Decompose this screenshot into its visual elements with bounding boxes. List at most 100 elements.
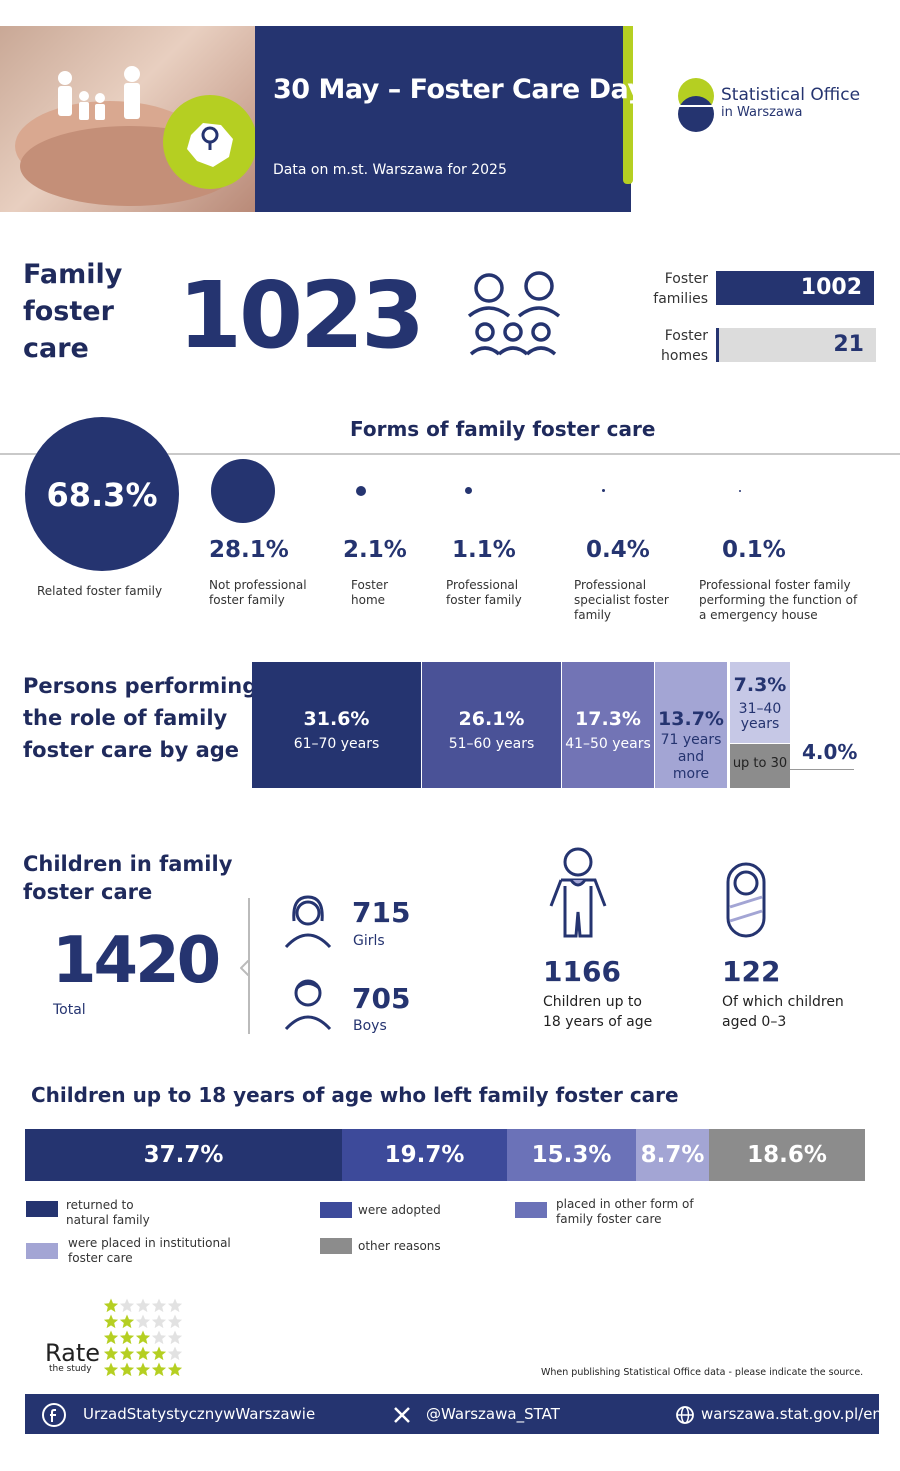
- facebook-link[interactable]: UrzadStatystycznywWarszawie: [83, 1405, 316, 1423]
- girls-label: Girls: [353, 933, 385, 949]
- children-0-3-label: Of which children aged 0–3: [722, 994, 844, 1030]
- infant-icon: [722, 861, 770, 943]
- related-foster-family-pct: 68.3%: [46, 476, 158, 514]
- star-icon: [135, 1346, 151, 1361]
- star-icon: [103, 1298, 119, 1313]
- children-total-label: Total: [53, 1002, 86, 1018]
- star-icon: [135, 1314, 151, 1329]
- legend-other-reasons-label: other reasons: [358, 1239, 441, 1253]
- rate-sub-label: the study: [49, 1364, 92, 1374]
- age-up-to-30-pct: 4.0%: [802, 740, 858, 764]
- star-icon: [167, 1314, 183, 1329]
- source-note: When publishing Statistical Office data …: [541, 1367, 864, 1378]
- star-icon: [151, 1362, 167, 1377]
- girl-icon: [282, 893, 334, 953]
- legend-swatch-adopted: [320, 1202, 352, 1218]
- family-foster-care-heading: Family foster care: [23, 259, 123, 364]
- footer-bar: UrzadStatystycznywWarszawie @Warszawa_ST…: [25, 1394, 887, 1434]
- header-accent-bar: [623, 26, 633, 184]
- statistical-office-logo-icon: [674, 76, 718, 138]
- legend-swatch-other-form: [515, 1202, 547, 1218]
- age-heading: Persons performing the role of family fo…: [23, 674, 258, 762]
- leader-line: [790, 769, 854, 770]
- map-pin-icon: [187, 123, 233, 167]
- legend-returned-label: returned to natural family: [66, 1198, 150, 1227]
- not-professional-circle: [211, 459, 275, 523]
- professional-foster-family-pct: 1.1%: [452, 537, 516, 563]
- foster-home-circle: [356, 486, 366, 496]
- statistical-office-logo: Statistical Office in Warszawa: [721, 85, 861, 120]
- star-icon: [151, 1346, 167, 1361]
- related-foster-family-circle: [25, 417, 179, 571]
- left-care-segment: 37.7%: [25, 1129, 342, 1181]
- emergency-house-pct: 0.1%: [722, 537, 786, 563]
- star-icon: [119, 1314, 135, 1329]
- children-up-to-18-label: Children up to 18 years of age: [543, 994, 653, 1030]
- star-icon: [119, 1330, 135, 1345]
- divider: [248, 898, 250, 1034]
- family-foster-care-total: 1023: [178, 262, 425, 369]
- related-foster-family-label: Related foster family: [37, 584, 163, 598]
- foster-homes-bar: 21: [716, 328, 876, 362]
- star-icon: [167, 1330, 183, 1345]
- star-icon: [151, 1298, 167, 1313]
- star-icon: [167, 1298, 183, 1313]
- foster-families-label: Foster families: [653, 271, 708, 307]
- header-band: [255, 26, 631, 212]
- legend-swatch-institutional: [26, 1243, 58, 1259]
- girls-count: 715: [352, 896, 411, 929]
- boys-count: 705: [352, 982, 411, 1015]
- children-total: 1420: [52, 924, 221, 998]
- globe-icon[interactable]: [675, 1405, 695, 1425]
- professional-foster-family-label: Professional foster family: [446, 578, 522, 607]
- star-icon: [119, 1346, 135, 1361]
- age-block-71-plus: 13.7% 71 years and more: [655, 662, 727, 788]
- star-icon: [119, 1298, 135, 1313]
- legend-adopted-label: were adopted: [358, 1203, 441, 1217]
- foster-home-pct: 2.1%: [343, 537, 407, 563]
- legend-swatch-other-reasons: [320, 1238, 352, 1254]
- page-subtitle: Data on m.st. Warszawa for 2025: [273, 162, 507, 178]
- star-icon: [135, 1298, 151, 1313]
- children-up-to-18-count: 1166: [543, 955, 621, 988]
- divider: [0, 453, 900, 455]
- not-professional-pct: 28.1%: [209, 537, 289, 563]
- foster-families-bar: 1002: [716, 271, 874, 305]
- children-0-3-count: 122: [722, 955, 781, 988]
- legend-swatch-returned: [26, 1201, 58, 1217]
- star-icon: [119, 1362, 135, 1377]
- x-icon[interactable]: [393, 1406, 411, 1424]
- rate-stars-icon[interactable]: [103, 1298, 187, 1384]
- left-care-segment: 8.7%: [636, 1129, 709, 1181]
- specialist-foster-family-circle: [602, 489, 605, 492]
- family-icon: [463, 270, 565, 362]
- age-block-61-70: 31.6% 61–70 years: [252, 662, 421, 788]
- forms-heading: Forms of family foster care: [350, 417, 656, 441]
- star-icon: [135, 1362, 151, 1377]
- star-icon: [103, 1362, 119, 1377]
- boys-label: Boys: [353, 1018, 387, 1034]
- left-care-segment: 19.7%: [342, 1129, 507, 1181]
- age-block-31-40: 7.3% 31–40 years: [730, 662, 790, 743]
- child-icon: [543, 846, 613, 944]
- star-icon: [151, 1314, 167, 1329]
- left-care-heading: Children up to 18 years of age who left …: [31, 1083, 679, 1107]
- facebook-icon[interactable]: [41, 1402, 67, 1428]
- star-icon: [151, 1330, 167, 1345]
- left-care-segment: 18.6%: [709, 1129, 865, 1181]
- brace-icon: [239, 959, 250, 980]
- specialist-foster-family-label: Professional specialist foster family: [574, 578, 669, 622]
- star-icon: [103, 1314, 119, 1329]
- not-professional-label: Not professional foster family: [209, 578, 307, 607]
- boy-icon: [282, 975, 334, 1035]
- rate-label[interactable]: Rate: [45, 1339, 101, 1367]
- website-link[interactable]: warszawa.stat.gov.pl/en/: [701, 1405, 887, 1423]
- warszawa-map-badge: [163, 95, 257, 189]
- star-icon: [103, 1330, 119, 1345]
- professional-foster-family-circle: [465, 487, 472, 494]
- foster-homes-label: Foster homes: [661, 328, 708, 364]
- star-icon: [103, 1346, 119, 1361]
- x-link[interactable]: @Warszawa_STAT: [426, 1405, 560, 1423]
- left-care-segment: 15.3%: [507, 1129, 636, 1181]
- emergency-house-circle: [739, 490, 741, 492]
